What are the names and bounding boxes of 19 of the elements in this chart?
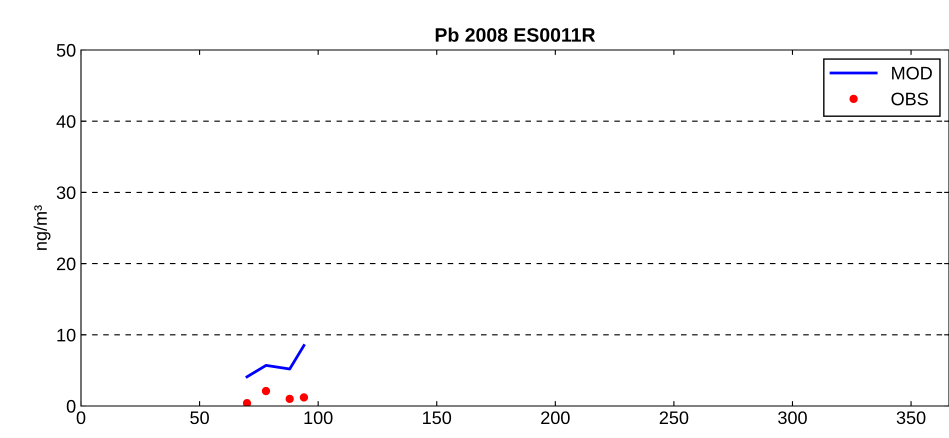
x-tick-label: 300 xyxy=(778,411,807,424)
y-tick-label: 20 xyxy=(56,258,76,270)
x-tick-label: 150 xyxy=(423,411,452,424)
line-series xyxy=(246,344,306,378)
y-axis-title: ng/m³ xyxy=(34,205,50,250)
y-tick-label: 10 xyxy=(57,328,76,342)
y-tick-label: 50 xyxy=(56,44,76,57)
legend-label: MOD xyxy=(892,66,932,80)
x-tick-label: 350 xyxy=(896,411,926,424)
y-tick-label: 0 xyxy=(66,400,76,413)
y-tick-label: 40 xyxy=(56,115,76,128)
x-tick-label: 50 xyxy=(190,411,209,424)
x-tick-label: 0 xyxy=(76,411,86,424)
x-tick-label: 250 xyxy=(660,411,688,424)
y-tick-label: 30 xyxy=(56,186,76,200)
x-tick-label: 100 xyxy=(304,411,333,424)
chart-title: Pb 2008 ES0011R xyxy=(436,28,596,42)
x-tick-label: 200 xyxy=(541,411,570,424)
legend-label: OBS xyxy=(891,92,928,106)
